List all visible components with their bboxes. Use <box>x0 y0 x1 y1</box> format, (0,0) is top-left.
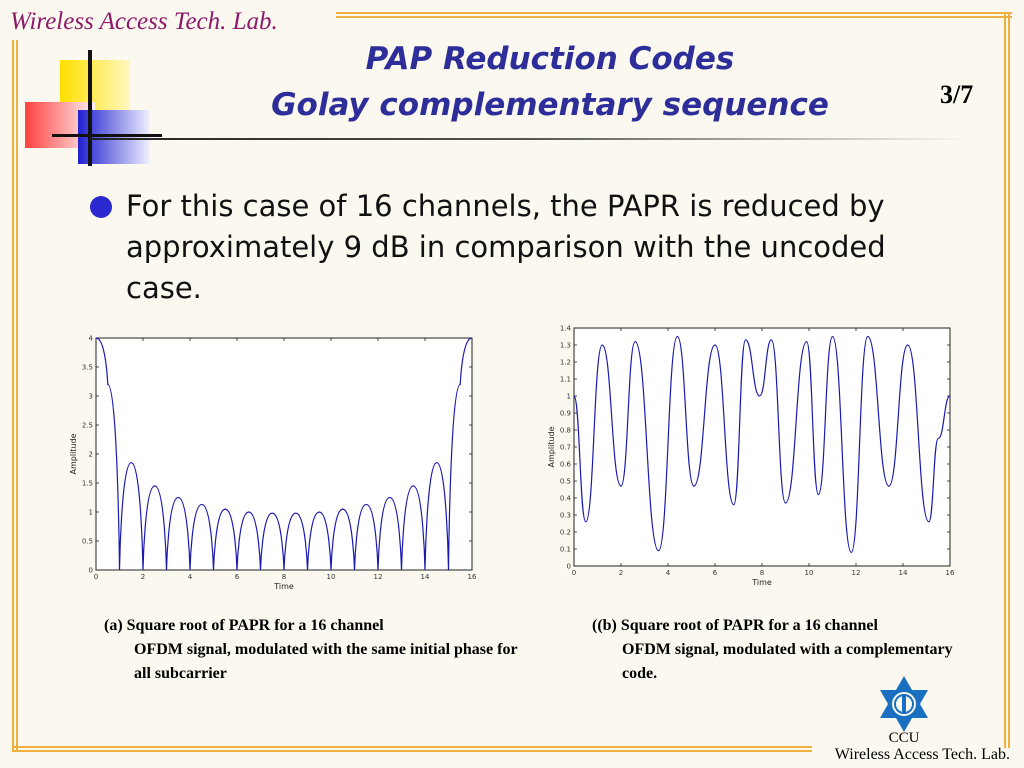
frame-bottom <box>12 746 812 752</box>
decorative-squares <box>25 50 162 166</box>
x-tick-label: 4 <box>666 569 671 577</box>
x-tick-label: 0 <box>94 573 98 581</box>
y-tick-label: 0.1 <box>560 546 571 554</box>
y-tick-label: 0 <box>89 567 93 575</box>
y-tick-label: 1.2 <box>560 359 571 367</box>
x-tick-label: 2 <box>141 573 145 581</box>
ccu-logo-icon <box>880 676 928 732</box>
caption-a-rest: OFDM signal, modulated with the same ini… <box>134 641 518 682</box>
plot-a: 0 2 4 6 8 10 12 14 16 0 0.5 1 1.5 2 2.5 3 3.5 4 Time Amplit… <box>69 335 477 592</box>
y-axis-label: Amplitude <box>547 426 556 467</box>
y-tick-label: 0.5 <box>82 538 93 546</box>
x-tick-label: 14 <box>899 569 908 577</box>
page-title: PAP Reduction Codes Golay complementary … <box>180 36 920 128</box>
caption-a: (a) Square root of PAPR for a 16 channel… <box>104 614 524 686</box>
caption-a-line1: (a) Square root of PAPR for a 16 channel <box>104 617 384 634</box>
frame-left <box>12 40 18 750</box>
x-tick-label: 16 <box>468 573 477 581</box>
x-tick-label: 14 <box>421 573 430 581</box>
y-tick-label: 0.4 <box>560 495 572 503</box>
y-tick-label: 4 <box>89 335 94 343</box>
bullet-text: For this case of 16 channels, the PAPR i… <box>126 189 886 305</box>
y-tick-label: 0.5 <box>560 478 571 486</box>
x-tick-label: 2 <box>619 569 623 577</box>
y-tick-label: 3 <box>89 393 93 401</box>
x-tick-label: 0 <box>572 569 576 577</box>
x-tick-label: 8 <box>282 573 286 581</box>
y-tick-label: 1.5 <box>82 480 93 488</box>
series-line-0 <box>95 337 473 571</box>
x-tick-label: 12 <box>852 569 861 577</box>
x-tick-label: 10 <box>805 569 814 577</box>
frame-right <box>1004 14 1010 748</box>
y-tick-label: 1.4 <box>560 325 572 333</box>
caption-b: ((b) Square root of PAPR for a 16 channe… <box>592 614 972 686</box>
y-tick-label: 0.9 <box>560 410 571 418</box>
footer-lab-label: Wireless Access Tech. Lab. <box>834 746 1010 763</box>
x-axis-label: Time <box>273 582 294 591</box>
plot-b: 0 2 4 6 8 10 12 14 16 0 0.1 0.2 0.3 0.4 0.5 0.6 0.7 0.8 0.… <box>547 325 955 588</box>
y-tick-label: 1 <box>89 509 93 517</box>
caption-b-line1: ((b) Square root of PAPR for a 16 channe… <box>592 617 878 634</box>
x-tick-label: 4 <box>188 573 193 581</box>
x-tick-label: 16 <box>946 569 955 577</box>
y-tick-label: 0 <box>567 563 571 571</box>
bullet-icon <box>90 196 112 218</box>
y-axis-label: Amplitude <box>69 433 78 474</box>
x-tick-label: 6 <box>713 569 718 577</box>
lab-label: Wireless Access Tech. Lab. <box>10 8 278 35</box>
caption-b-rest: OFDM signal, modulated with a complement… <box>622 641 953 682</box>
y-tick-label: 0.7 <box>560 444 571 452</box>
logo-text: CCU <box>888 730 920 746</box>
x-tick-label: 8 <box>760 569 764 577</box>
x-tick-label: 10 <box>327 573 336 581</box>
page-number: 3/7 <box>940 80 974 109</box>
frame-top <box>336 12 1012 18</box>
y-tick-label: 0.2 <box>560 529 571 537</box>
y-tick-label: 0.3 <box>560 512 571 520</box>
series-line-1 <box>573 335 951 554</box>
title-line-1: PAP Reduction Codes <box>365 41 735 77</box>
y-tick-label: 0.8 <box>560 427 571 435</box>
y-tick-label: 1.3 <box>560 342 571 350</box>
x-tick-label: 6 <box>235 573 240 581</box>
y-tick-label: 3.5 <box>82 364 93 372</box>
y-tick-label: 1 <box>567 393 571 401</box>
x-tick-label: 12 <box>374 573 383 581</box>
title-divider <box>90 138 970 140</box>
title-line-2: Golay complementary sequence <box>271 87 829 123</box>
y-tick-label: 2 <box>89 451 93 459</box>
y-tick-label: 1.1 <box>560 376 571 384</box>
plot-area <box>95 337 473 571</box>
y-tick-label: 0.6 <box>560 461 572 469</box>
y-tick-label: 2.5 <box>82 422 93 430</box>
x-axis-label: Time <box>751 578 772 587</box>
